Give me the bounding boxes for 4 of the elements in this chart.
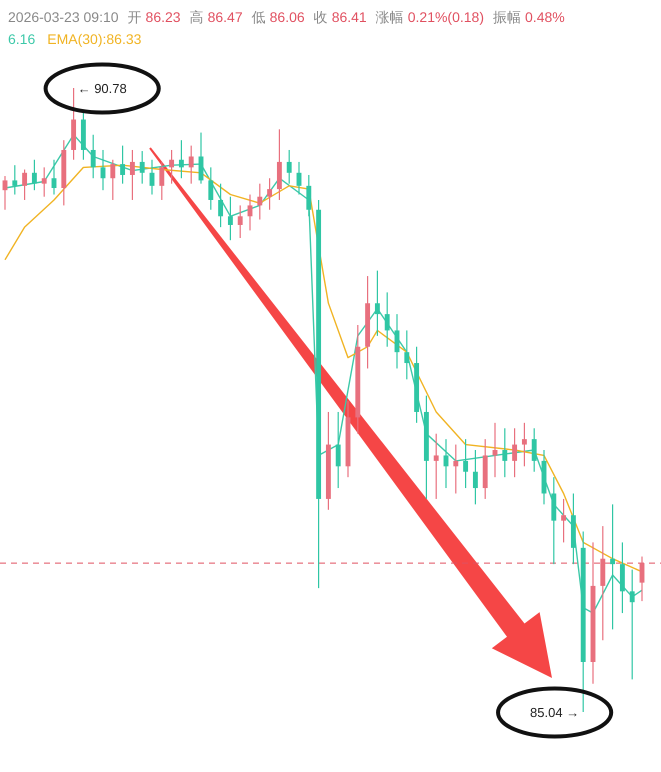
annotation: ← 90.78: [78, 81, 127, 96]
annotation: 85.04 →: [530, 705, 580, 720]
header: 2026-03-23 09:10 开 86.23 高 86.47 低 86.06 收 86.41 涨幅 0.21%(0.18) 振幅 0.48%: [8, 9, 565, 25]
legend: 6.16 EMA(30):86.33: [8, 31, 142, 47]
